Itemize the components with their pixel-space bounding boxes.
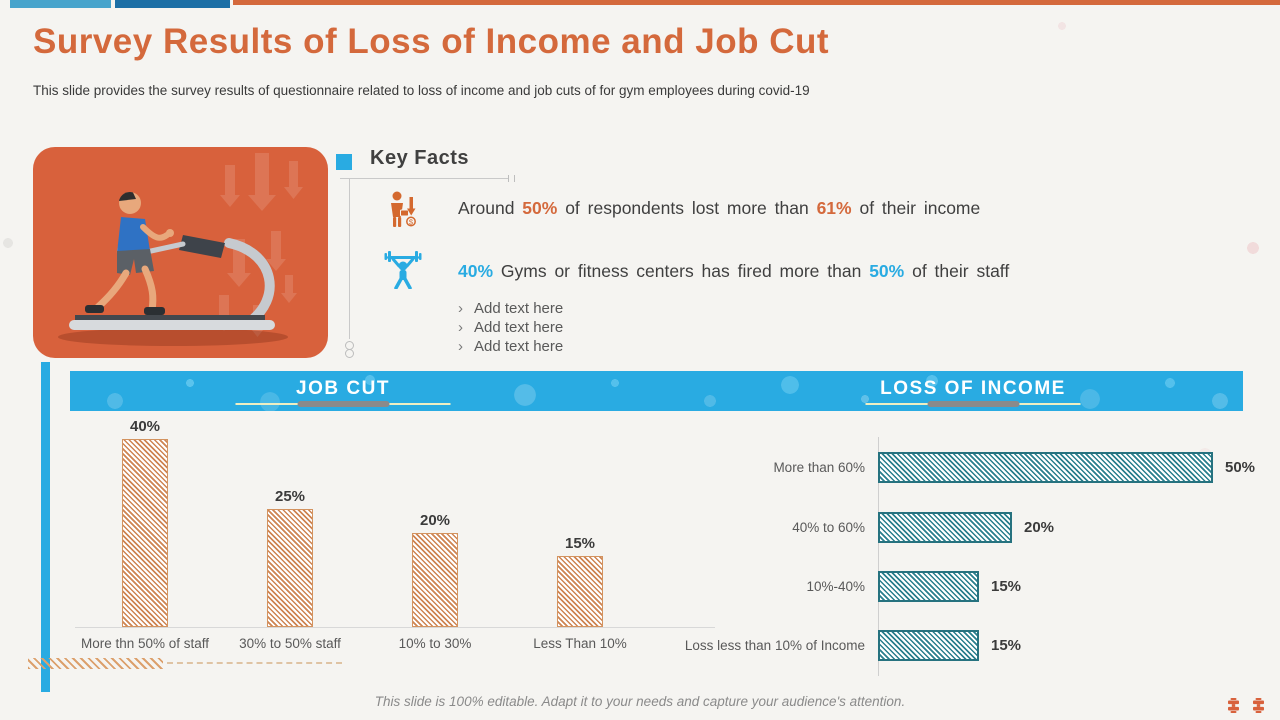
bar-value-label: 20% — [1024, 519, 1055, 536]
fact-1-seg-3: 61% — [816, 198, 852, 218]
loss-income-category-label: More than 60% — [773, 460, 865, 475]
bullet-label: Add text here — [474, 319, 564, 336]
bar-value-label: 15% — [991, 578, 1022, 595]
svg-text:$: $ — [409, 217, 414, 226]
section-banner: JOB CUT LOSS OF INCOME — [70, 371, 1243, 411]
placeholder-bullet-list: › Add text here › Add text here › Add text … — [458, 299, 563, 356]
job-cut-category-label: 30% to 50% staff — [239, 636, 341, 651]
page-title: Survey Results of Loss of Income and Job… — [33, 22, 830, 61]
top-bar-segment-orange — [233, 0, 1280, 5]
loss-income-bar — [878, 452, 1213, 483]
job-cut-header-underline — [235, 401, 451, 407]
job-cut-bar-group: 15% — [535, 535, 625, 627]
loss-income-bar — [878, 571, 979, 602]
job-cut-bar-group: 25% — [245, 488, 335, 627]
decorative-vline — [349, 179, 350, 339]
bullet-label: Add text here — [474, 338, 564, 355]
placeholder-bullet-item[interactable]: › Add text here — [458, 337, 563, 356]
top-bar-segment-muted-blue — [10, 0, 111, 8]
page-subtitle: This slide provides the survey results o… — [33, 83, 810, 98]
loss-income-row: More than 60% 50% — [0, 452, 1280, 483]
bullet-arrow-icon: › — [458, 319, 463, 336]
top-bar-segment-dark-blue — [115, 0, 230, 8]
treadmill-image — [33, 147, 328, 358]
fact-2-text: 40% Gyms or fitness centers has fired mo… — [458, 261, 1009, 282]
fact-2-seg-0: 40% — [458, 261, 494, 281]
bar-value-label: 25% — [274, 488, 306, 505]
job-cut-category-label: More thn 50% of staff — [80, 636, 210, 651]
job-cut-chart-baseline — [75, 627, 715, 628]
decorative-hline — [340, 178, 508, 179]
fact-1-seg-4: of their income — [851, 198, 981, 218]
key-facts-heading: Key Facts — [370, 147, 469, 169]
bullet-label: Add text here — [474, 300, 564, 317]
hatched-strip-decoration — [28, 658, 163, 669]
bar-value-label: 20% — [419, 512, 451, 529]
job-cut-bar — [412, 533, 458, 627]
bullet-arrow-icon: › — [458, 300, 463, 317]
bar-value-label: 15% — [991, 637, 1022, 654]
job-cut-header: JOB CUT — [296, 378, 390, 399]
job-cut-category-label: 10% to 30% — [398, 636, 472, 651]
fact-1-text: Around 50% of respondents lost more than… — [458, 198, 980, 219]
fact-2-seg-3: of their staff — [904, 261, 1010, 281]
key-facts-bullet-square — [336, 154, 352, 170]
bullet-arrow-icon: › — [458, 338, 463, 355]
bar-value-label: 50% — [1225, 459, 1256, 476]
job-cut-bar-group: 20% — [390, 512, 480, 627]
treadmill-illustration — [33, 147, 328, 358]
weightlifter-icon — [384, 249, 422, 294]
fact-1-seg-0: Around — [458, 198, 523, 218]
loss-income-category-label: Loss less than 10% of Income — [684, 638, 865, 653]
bar-value-label: 15% — [564, 535, 596, 552]
job-cut-bar — [122, 439, 168, 627]
job-cut-bar-group: 40% — [100, 418, 190, 627]
loss-income-row: 10%-40% 15% — [0, 571, 1280, 602]
bar-value-label: 40% — [129, 418, 161, 435]
decorative-hline-endcap — [508, 175, 515, 182]
placeholder-bullet-item[interactable]: › Add text here — [458, 299, 563, 318]
loss-income-chart-axis — [878, 437, 879, 676]
loss-income-row: 40% to 60% 20% — [0, 512, 1280, 543]
fact-1-seg-2: of respondents lost more than — [557, 198, 817, 218]
loss-income-bar — [878, 630, 979, 661]
loss-income-category-label: 10%-40% — [806, 579, 865, 594]
dumbbell-icon — [1227, 698, 1240, 718]
placeholder-bullet-item[interactable]: › Add text here — [458, 318, 563, 337]
underline-mid-segment — [297, 401, 389, 407]
loss-of-income-header-underline — [865, 401, 1081, 407]
underline-mid-segment — [927, 401, 1019, 407]
loss-income-bar — [878, 512, 1012, 543]
fact-2-seg-1: Gyms or fitness centers has fired more t… — [493, 261, 870, 281]
left-accent-vline — [41, 362, 50, 692]
editable-note: This slide is 100% editable. Adapt it to… — [374, 694, 906, 709]
decorative-vline-endcap — [345, 349, 354, 358]
job-cut-bar — [557, 556, 603, 627]
loss-of-income-header: LOSS OF INCOME — [880, 378, 1066, 399]
dumbbell-icon — [1252, 698, 1265, 718]
fact-2-seg-2: 50% — [869, 261, 905, 281]
fact-1-seg-1: 50% — [522, 198, 558, 218]
job-cut-bar — [267, 509, 313, 627]
businessman-income-down-icon: $ — [388, 191, 418, 236]
job-cut-category-label: Less Than 10% — [533, 636, 627, 651]
dashed-line-decoration — [167, 662, 342, 664]
loss-income-category-label: 40% to 60% — [792, 520, 865, 535]
loss-income-row: Loss less than 10% of Income 15% — [0, 630, 1280, 661]
